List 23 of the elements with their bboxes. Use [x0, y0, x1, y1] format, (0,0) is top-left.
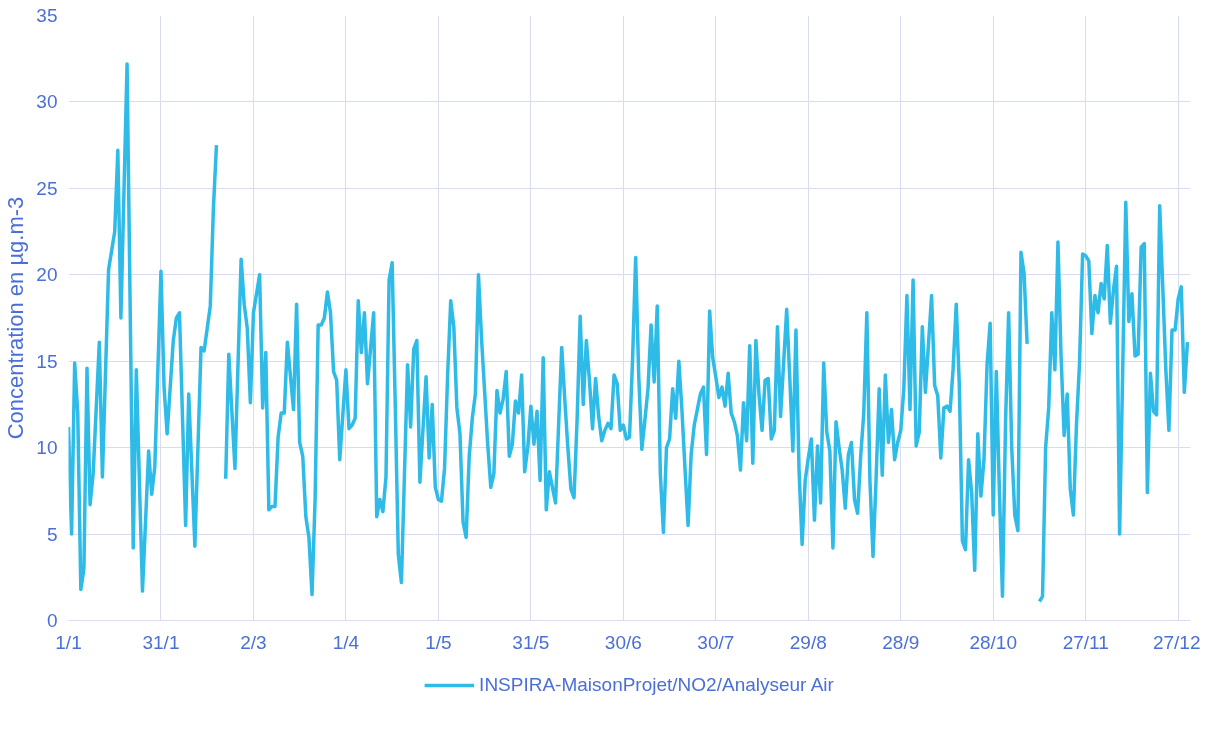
x-tick-label: 31/5 — [512, 631, 550, 653]
x-tick-label: 27/11 — [1062, 631, 1109, 653]
x-tick-label: 1/1 — [55, 631, 82, 653]
y-tick-label: 30 — [36, 91, 58, 113]
y-tick-label: 15 — [36, 350, 58, 372]
x-tick-label: 30/7 — [697, 631, 735, 653]
x-tick-label: 27/12 — [1152, 631, 1201, 653]
y-axis-title: Concentration en µg.m-3 — [3, 196, 29, 440]
x-tick-label: 31/1 — [142, 631, 180, 653]
y-tick-label: 10 — [36, 437, 58, 459]
y-tick-label: 35 — [36, 5, 58, 26]
x-tick-label: 1/4 — [332, 631, 360, 653]
x-tick-label: 30/6 — [604, 631, 642, 653]
x-tick-label: 29/8 — [789, 631, 827, 653]
x-tick-label: 28/10 — [969, 631, 1017, 653]
legend-label: INSPIRA-MaisonProjet/NO2/Analyseur Air — [479, 674, 834, 696]
y-tick-label: 0 — [46, 610, 58, 631]
y-tick-label: 20 — [36, 264, 58, 286]
y-tick-label: 25 — [36, 177, 58, 199]
x-tick-label: 1/5 — [425, 631, 452, 653]
x-tick-label: 2/3 — [240, 631, 267, 653]
y-tick-label: 5 — [46, 523, 58, 545]
x-tick-label: 28/9 — [882, 631, 920, 653]
